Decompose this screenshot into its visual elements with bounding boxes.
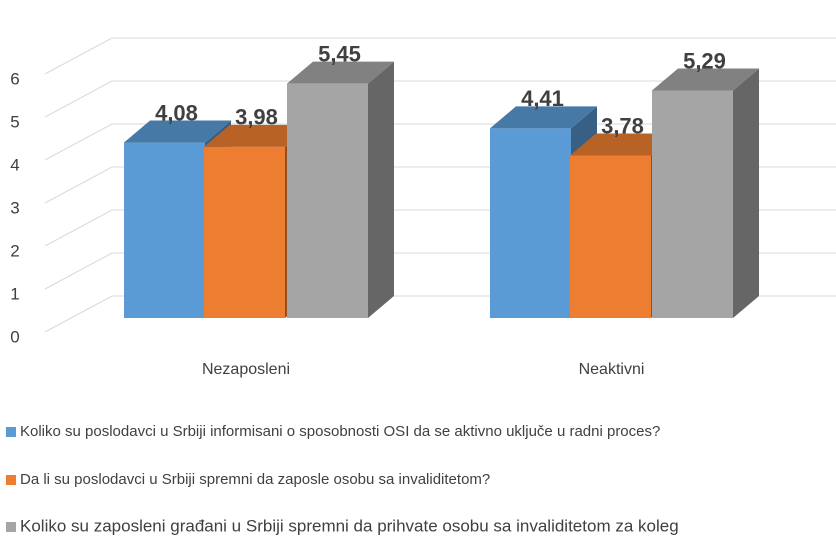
data-label: 3,78 <box>601 113 644 138</box>
legend-label: Koliko su poslodavci u Srbiji informisan… <box>20 423 660 440</box>
y-tick-label: 3 <box>10 198 19 217</box>
grid-line <box>44 80 836 118</box>
data-label: 3,98 <box>235 105 278 130</box>
bar <box>287 83 368 319</box>
legend-swatch <box>6 427 16 437</box>
legend-swatch <box>6 475 16 485</box>
bar <box>490 128 571 318</box>
y-tick-label: 1 <box>10 284 19 303</box>
bar-top <box>652 68 759 91</box>
bar-top <box>204 124 311 147</box>
bar-top <box>490 106 597 129</box>
bar-side <box>368 61 394 319</box>
y-tick-label: 5 <box>10 112 19 131</box>
bar-top <box>570 133 677 156</box>
data-label: 4,08 <box>155 100 198 125</box>
x-tick-label: Neaktivni <box>579 361 645 378</box>
bar-top <box>287 61 394 84</box>
x-tick-label: Nezaposleni <box>202 361 290 378</box>
bar <box>124 142 205 318</box>
y-tick-label: 4 <box>10 155 19 174</box>
data-label: 5,29 <box>683 48 726 73</box>
grid-line <box>44 37 836 75</box>
legend-swatch <box>6 522 16 532</box>
data-label: 5,45 <box>318 41 361 66</box>
bar-top <box>124 120 231 143</box>
legend-label: Da li su poslodavci u Srbiji spremni da … <box>20 471 490 488</box>
bar <box>204 146 285 318</box>
data-label: 4,41 <box>521 86 564 111</box>
legend-label: Koliko su zaposleni građani u Srbiji spr… <box>20 516 679 535</box>
bar-side <box>733 68 759 318</box>
bar <box>652 90 733 318</box>
y-tick-label: 6 <box>10 69 19 88</box>
y-tick-label: 2 <box>10 241 19 260</box>
y-tick-label: 0 <box>10 327 19 346</box>
bar <box>570 155 651 318</box>
